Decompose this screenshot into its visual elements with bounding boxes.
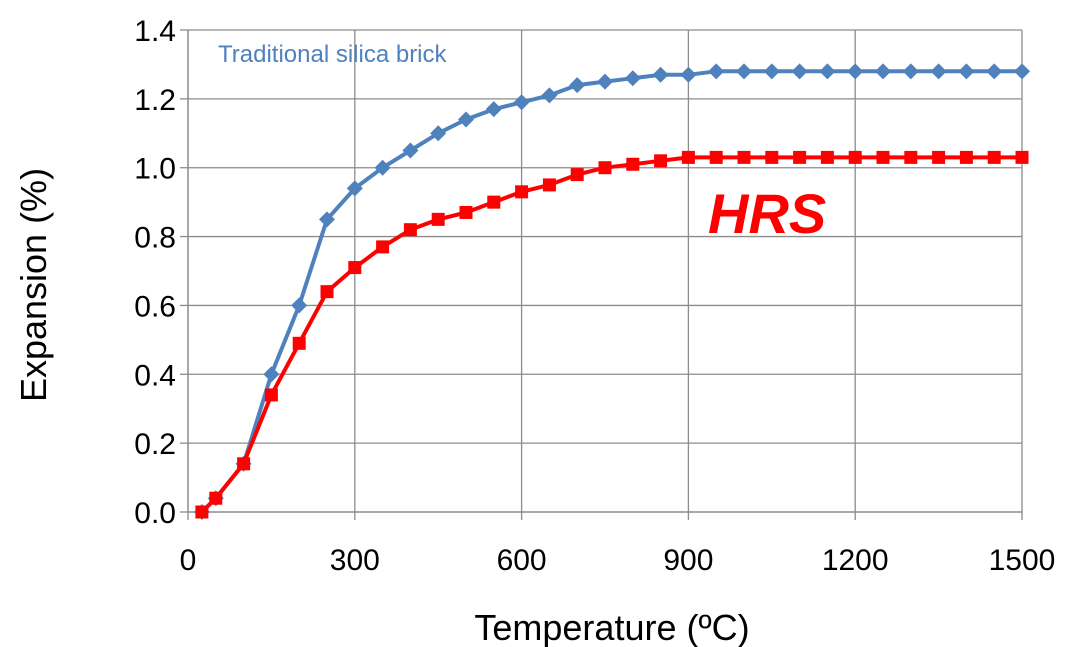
y-tick-label: 0.0 xyxy=(134,497,176,530)
data-point xyxy=(652,66,669,83)
data-point xyxy=(709,150,723,164)
data-point xyxy=(264,388,278,402)
series-label-hrs: HRS xyxy=(708,182,826,245)
data-point xyxy=(319,211,335,228)
data-point xyxy=(1014,63,1030,80)
data-point xyxy=(904,150,918,164)
data-point xyxy=(569,77,586,94)
data-point xyxy=(932,150,946,164)
y-tick-label: 0.8 xyxy=(134,222,176,255)
data-point xyxy=(209,491,223,505)
axes xyxy=(180,29,1023,520)
data-point xyxy=(430,125,447,142)
data-point xyxy=(320,285,334,299)
data-point xyxy=(292,336,306,350)
data-point xyxy=(402,142,419,159)
series-line xyxy=(200,155,1022,514)
data-point xyxy=(736,63,752,80)
data-point xyxy=(403,223,417,237)
x-tick-label: 1200 xyxy=(822,544,889,577)
data-point xyxy=(376,240,390,254)
y-axis-title: Expansion (%) xyxy=(13,168,54,402)
data-point xyxy=(597,73,613,90)
y-tick-label: 1.4 xyxy=(134,15,176,48)
data-point xyxy=(902,63,919,80)
data-point xyxy=(374,159,391,176)
x-tick-label: 300 xyxy=(330,544,380,577)
data-point xyxy=(819,63,836,80)
grid xyxy=(188,29,1023,512)
data-point xyxy=(791,63,808,80)
data-point xyxy=(195,505,209,519)
data-point xyxy=(763,63,780,80)
series-1 xyxy=(195,150,1029,519)
data-point xyxy=(958,63,975,80)
data-point xyxy=(485,101,502,118)
data-point xyxy=(654,154,668,168)
data-point xyxy=(542,178,556,192)
data-point xyxy=(459,205,473,219)
series-label-traditional: Traditional silica brick xyxy=(218,41,448,68)
data-point xyxy=(626,157,640,171)
x-tick-label: 0 xyxy=(180,544,197,577)
data-point xyxy=(487,195,501,209)
data-point xyxy=(681,150,695,164)
x-tick-label: 600 xyxy=(497,544,547,577)
y-tick-label: 0.2 xyxy=(134,428,176,461)
tick-labels: 0.0 0.2 0.4 0.6 0.8 1.0 1.2 1.4 0 300 600 900 1200 15… xyxy=(134,15,1055,577)
x-tick-label: 900 xyxy=(663,544,713,577)
data-point xyxy=(680,66,697,83)
data-point xyxy=(237,457,251,471)
data-point xyxy=(765,150,779,164)
data-point xyxy=(959,150,973,164)
data-point xyxy=(847,63,864,80)
data-point xyxy=(793,150,807,164)
y-tick-label: 0.6 xyxy=(134,290,176,323)
data-point xyxy=(263,366,280,383)
y-tick-label: 1.0 xyxy=(134,153,176,186)
x-axis-title: Temperature (ºC) xyxy=(474,607,749,647)
data-point xyxy=(848,150,862,164)
data-point xyxy=(930,63,947,80)
y-tick-label: 0.4 xyxy=(134,359,176,392)
data-point xyxy=(986,63,1003,80)
data-point xyxy=(541,87,558,104)
data-point xyxy=(987,150,1001,164)
data-point xyxy=(458,111,474,128)
data-point xyxy=(346,180,363,197)
series-0 xyxy=(193,63,1030,520)
data-point xyxy=(875,63,891,80)
data-point xyxy=(708,63,725,80)
data-point xyxy=(598,161,612,175)
data-point xyxy=(570,168,584,182)
data-point xyxy=(348,261,362,275)
data-point xyxy=(876,150,890,164)
data-point xyxy=(291,297,308,314)
data-point xyxy=(624,70,641,87)
data-point xyxy=(431,212,445,226)
y-tick-label: 1.2 xyxy=(134,84,176,117)
data-point xyxy=(820,150,834,164)
data-point xyxy=(737,150,751,164)
data-point xyxy=(513,94,530,111)
data-point xyxy=(1015,150,1029,164)
series-layer xyxy=(193,63,1030,520)
data-point xyxy=(515,185,529,199)
x-tick-label: 1500 xyxy=(989,544,1056,577)
